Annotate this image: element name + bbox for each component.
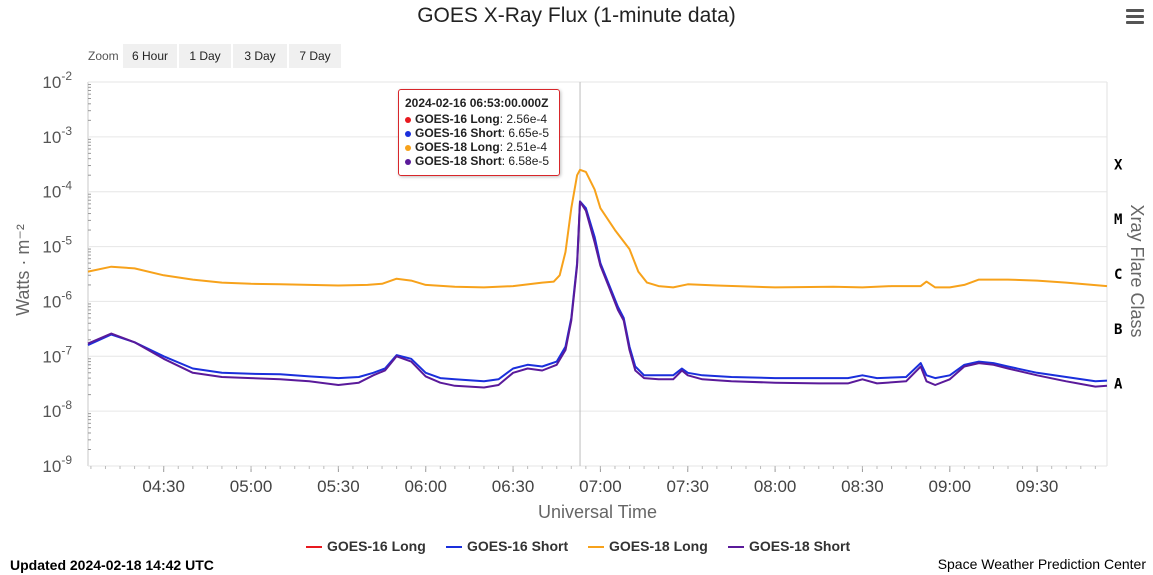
y2-axis-title: Xray Flare Class (1127, 204, 1147, 337)
updated-timestamp: Updated 2024-02-18 14:42 UTC (10, 557, 214, 573)
legend-item-goes18-long[interactable]: GOES-18 Long (588, 538, 708, 554)
series-dot-icon (405, 158, 411, 165)
legend-label: GOES-16 Long (327, 538, 426, 554)
series-line-goes-16-short (87, 200, 1108, 383)
tooltip-series-value: 2.56e-4 (506, 112, 548, 126)
tooltip-series-value: 6.58e-5 (508, 154, 550, 168)
flare-class-label: B (1114, 322, 1122, 338)
zoom-6-hour-button[interactable]: 6 Hour (123, 44, 177, 68)
series-dot-icon (405, 144, 411, 151)
series-dot-icon (405, 130, 411, 137)
zoom-7-day-button[interactable]: 7 Day (289, 44, 341, 68)
zoom-1-day-button[interactable]: 1 Day (179, 44, 231, 68)
zoom-label: Zoom (88, 49, 119, 63)
series-line-goes-18-short (87, 200, 1108, 389)
legend-item-goes18-short[interactable]: GOES-18 Short (728, 538, 850, 554)
legend-item-goes16-short[interactable]: GOES-16 Short (446, 538, 568, 554)
x-tick-label: 09:00 (929, 477, 972, 496)
tooltip-header: 2024-02-16 06:53:00.000Z (405, 96, 549, 110)
tooltip-series-name: GOES-16 Short (415, 126, 502, 140)
x-tick-label: 05:00 (230, 477, 273, 496)
x-tick-label: 08:30 (841, 477, 884, 496)
source-credit: Space Weather Prediction Center (937, 556, 1146, 572)
y-tick-label: 10-7 (42, 343, 72, 366)
series-layer (87, 168, 1108, 389)
y-tick-label: 10-8 (42, 398, 72, 421)
legend-line-icon (446, 546, 462, 549)
y-tick-label: 10-2 (42, 69, 72, 92)
flare-class-label: M (1114, 212, 1122, 228)
flare-class-label: X (1114, 157, 1123, 173)
hamburger-menu-icon[interactable] (1126, 9, 1144, 24)
legend-label: GOES-18 Long (609, 538, 708, 554)
tooltip-series-name: GOES-18 Short (415, 154, 502, 168)
flare-class-label: C (1114, 267, 1122, 283)
legend-line-icon (588, 546, 604, 549)
axis-layer: 10-9 10-8 10-7 10-6 10-5 10-4 10-3 10-2 04:30 05:… (13, 69, 1147, 522)
x-tick-label: 08:00 (754, 477, 797, 496)
zoom-3-day-button[interactable]: 3 Day (233, 44, 287, 68)
series-line-goes-18-long (87, 168, 1108, 289)
tooltip-series-value: 2.51e-4 (506, 140, 548, 154)
tooltip-row: GOES-16 Short: 6.65e-5 (405, 126, 549, 140)
tooltip-series-name: GOES-16 Long (415, 112, 500, 126)
tooltip-series-name: GOES-18 Long (415, 140, 500, 154)
y-tick-label: 10-3 (42, 124, 72, 147)
chart-title: GOES X-Ray Flux (1-minute data) (417, 4, 736, 27)
x-tick-label: 07:00 (579, 477, 622, 496)
x-tick-label: 09:30 (1016, 477, 1059, 496)
x-axis-title: Universal Time (538, 502, 657, 522)
legend-item-goes16-long[interactable]: GOES-16 Long (306, 538, 426, 554)
y-tick-label: 10-9 (42, 453, 72, 476)
legend-line-icon (728, 546, 744, 549)
data-tooltip: 2024-02-16 06:53:00.000Z GOES-16 Long: 2… (398, 89, 560, 176)
series-dot-icon (405, 116, 411, 123)
y-tick-label: 10-5 (42, 234, 72, 257)
flare-class-label: A (1114, 377, 1123, 393)
tooltip-row: GOES-18 Short: 6.58e-5 (405, 154, 549, 168)
y-tick-label: 10-6 (42, 288, 72, 311)
legend-label: GOES-18 Short (749, 538, 851, 554)
x-tick-label: 06:00 (404, 477, 447, 496)
legend-line-icon (306, 546, 322, 549)
tooltip-row: GOES-18 Long: 2.51e-4 (405, 140, 547, 154)
x-tick-label: 06:30 (492, 477, 535, 496)
x-tick-label: 04:30 (142, 477, 185, 496)
legend-label: GOES-16 Short (467, 538, 569, 554)
grid (87, 81, 1108, 472)
tooltip-row: GOES-16 Long: 2.56e-4 (405, 112, 547, 126)
y-axis-title: Watts · m⁻² (13, 224, 33, 316)
x-tick-label: 07:30 (666, 477, 709, 496)
x-tick-label: 05:30 (317, 477, 360, 496)
tooltip-series-value: 6.65e-5 (508, 126, 550, 140)
y-tick-label: 10-4 (42, 179, 72, 202)
